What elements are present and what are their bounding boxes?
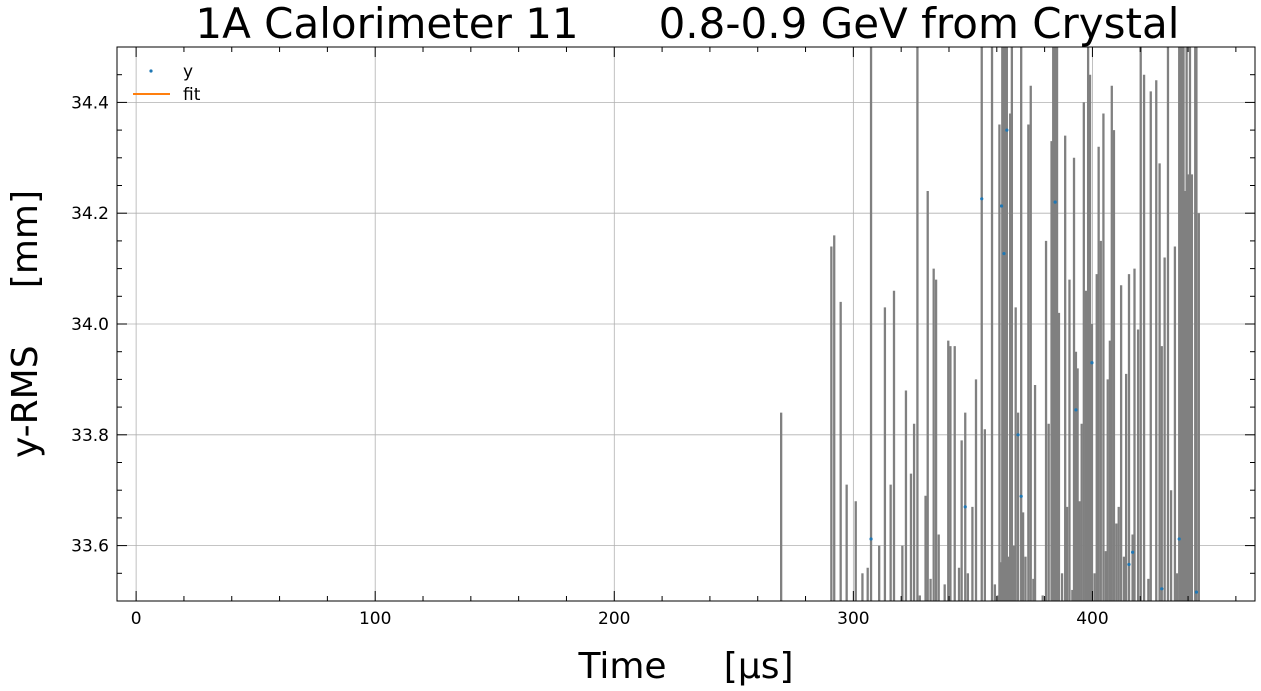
- y-axis-label: y-RMS [mm]: [5, 190, 46, 458]
- x-tick-label: 200: [598, 609, 630, 629]
- plot-frame: [116, 46, 1256, 602]
- y-tick-label: 34.2: [71, 204, 109, 224]
- y-tick-label: 33.8: [71, 426, 109, 446]
- legend-marker-y: [149, 69, 153, 73]
- y-tick-label: 33.6: [71, 537, 109, 557]
- data-point: [1002, 252, 1006, 256]
- data-point: [1090, 361, 1094, 365]
- y-tick-label: 34.4: [71, 93, 109, 113]
- data-point: [1016, 433, 1020, 437]
- data-point: [1127, 562, 1131, 567]
- chart-title-right: 0.8-0.9 GeV from Crystal: [659, 0, 1180, 48]
- legend: y fit: [133, 62, 201, 105]
- data-point: [1160, 587, 1164, 591]
- legend-label-fit: fit: [183, 85, 201, 105]
- x-tick-label: 400: [1076, 609, 1108, 629]
- data-point: [980, 197, 984, 201]
- legend-label-y: y: [183, 62, 193, 82]
- data-points: [869, 128, 1199, 594]
- data-point: [1005, 128, 1009, 132]
- x-axis-label: Time [μs]: [577, 646, 793, 687]
- data-point: [1074, 408, 1078, 412]
- y-tick-label: 34.0: [71, 315, 109, 335]
- data-point: [963, 505, 967, 509]
- data-point: [1130, 550, 1135, 554]
- data-point: [1194, 590, 1199, 594]
- data-point: [869, 537, 873, 541]
- chart-title-left: 1A Calorimeter 11: [195, 0, 578, 48]
- x-tick-label: 300: [837, 609, 869, 629]
- data-point: [1053, 200, 1057, 204]
- data-point: [999, 204, 1004, 208]
- x-tick-label: 100: [359, 609, 391, 629]
- data-point: [1019, 494, 1023, 498]
- error-bars: [780, 47, 1200, 601]
- ticks: 0 100 200 300 400 33.6 33.8 34.0 34.2 34.4: [71, 46, 1255, 629]
- data-point: [1177, 537, 1181, 541]
- x-tick-label: 0: [131, 609, 142, 629]
